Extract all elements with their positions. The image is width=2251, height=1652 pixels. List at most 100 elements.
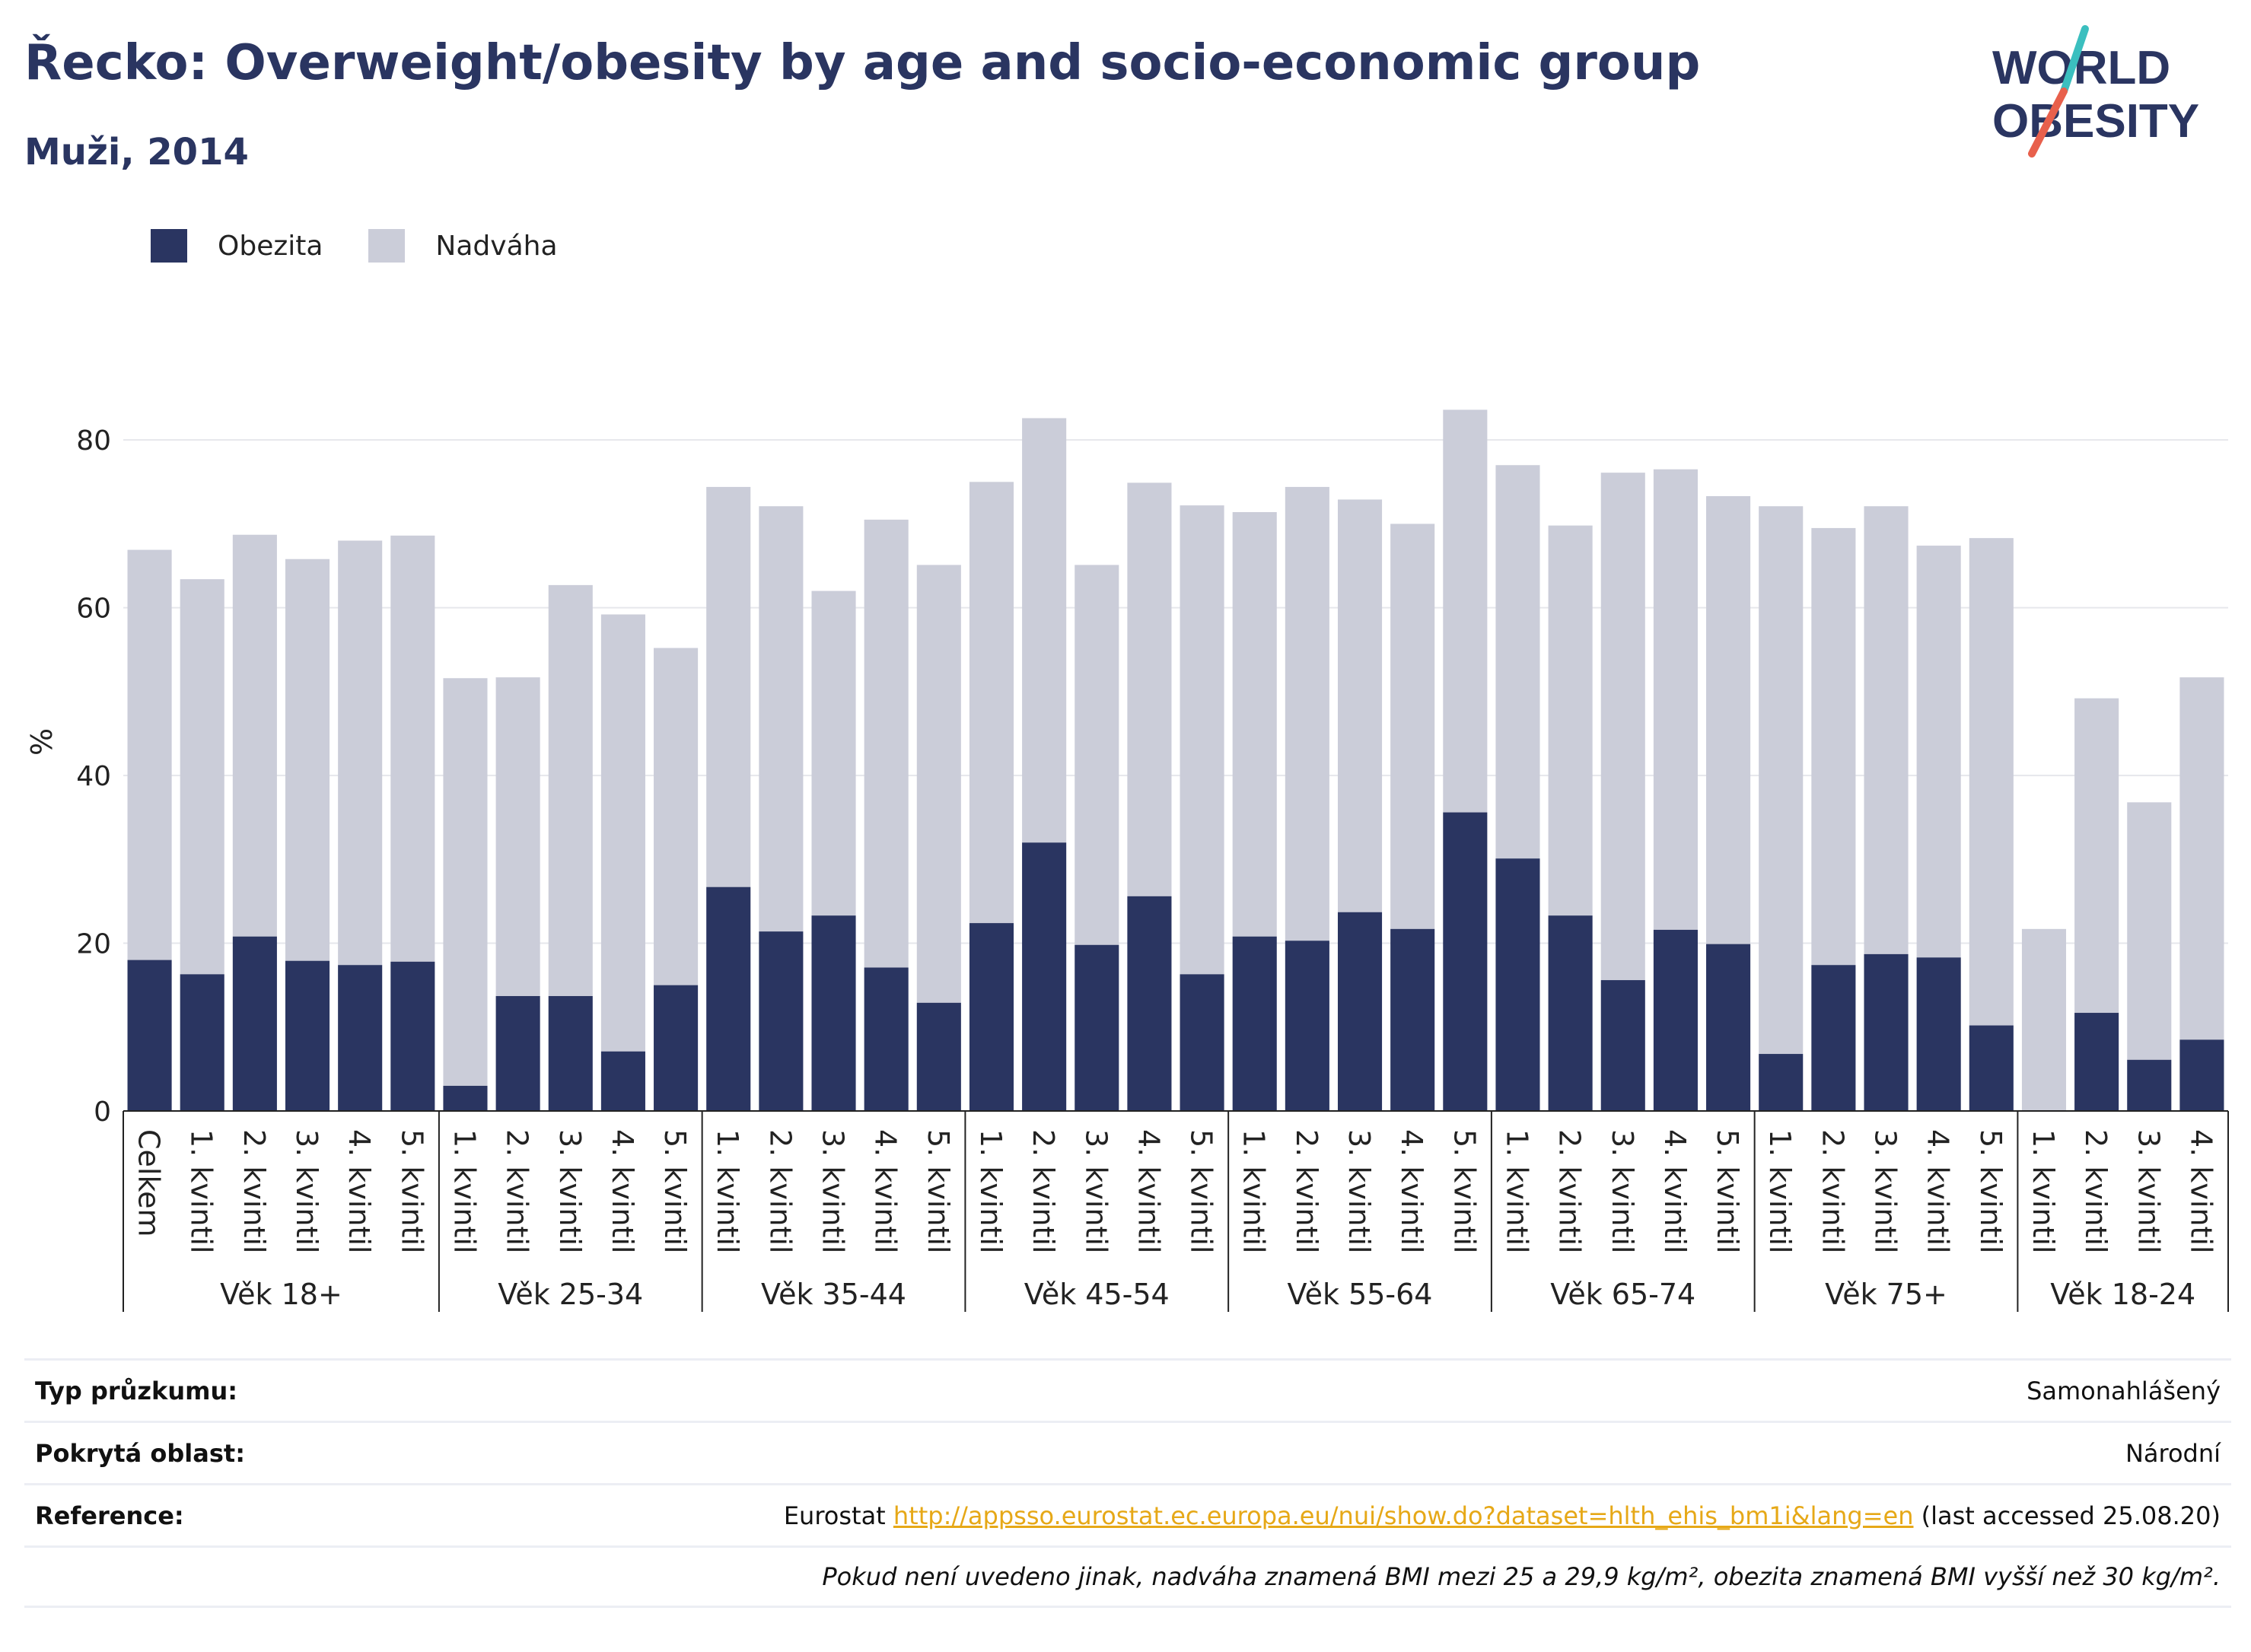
bar-obezita xyxy=(1548,915,1593,1111)
x-tick-label: 4. kvintil xyxy=(869,1129,903,1254)
x-tick-label: 5. kvintil xyxy=(1185,1129,1218,1254)
x-tick-label: 4. kvintil xyxy=(2184,1129,2218,1254)
bar-nadvaha xyxy=(1653,469,1698,930)
bar-nadvaha xyxy=(2074,698,2119,1014)
bar-nadvaha xyxy=(759,506,804,932)
x-tick-label: 5. kvintil xyxy=(922,1129,955,1254)
group-label: Věk 18-24 xyxy=(2050,1278,2195,1311)
x-tick-label: 2. kvintil xyxy=(501,1129,534,1254)
x-tick-label: 2. kvintil xyxy=(237,1129,271,1254)
bar-obezita xyxy=(1916,957,1961,1111)
bar-nadvaha xyxy=(811,590,856,916)
group-label: Věk 35-44 xyxy=(761,1278,906,1311)
x-tick-label: 1. kvintil xyxy=(1237,1129,1271,1254)
bar-nadvaha xyxy=(338,540,383,966)
stacked-bar-chart: 0 20 40 60 80% Celkem 1. kvintil 2. kvintil 3. k… xyxy=(25,409,2229,1312)
x-tick-label: 3. kvintil xyxy=(2132,1129,2165,1254)
bar-nadvaha xyxy=(1811,527,1856,966)
bar-nadvaha xyxy=(1337,499,1383,912)
bar-obezita xyxy=(1337,912,1383,1111)
bar-nadvaha xyxy=(1022,418,1067,843)
bar-nadvaha xyxy=(390,535,435,962)
legend-swatch-nadvaha xyxy=(368,229,406,263)
info-row-coverage: Pokrytá oblast: Národní xyxy=(24,1421,2231,1483)
x-tick-label: 5. kvintil xyxy=(1447,1129,1481,1254)
y-tick-label: 20 xyxy=(76,929,111,960)
reference-accessed: (last accessed 25.08.20) xyxy=(1921,1501,2221,1530)
definition-note: Pokud není uvedeno jinak, nadváha znamen… xyxy=(822,1562,2221,1591)
bar-nadvaha xyxy=(1600,473,1645,981)
bar-nadvaha xyxy=(1916,546,1961,958)
bar-nadvaha xyxy=(969,482,1014,924)
legend-item-obezita: Obezita xyxy=(151,229,323,263)
info-value-coverage: Národní xyxy=(2125,1438,2221,1468)
info-row-note: Pokud není uvedeno jinak, nadváha znamen… xyxy=(24,1545,2231,1608)
x-tick-label: 5. kvintil xyxy=(1974,1129,2007,1254)
bar-obezita xyxy=(1443,812,1488,1111)
info-row-reference: Reference: Eurostat http://appsso.eurost… xyxy=(24,1483,2231,1545)
bar-obezita xyxy=(1232,936,1277,1111)
bar-nadvaha xyxy=(1075,565,1119,945)
x-tick-label: Celkem xyxy=(132,1129,166,1237)
legend-label-nadvaha: Nadváha xyxy=(435,230,558,262)
bar-obezita xyxy=(1495,858,1540,1111)
x-tick-label: 2. kvintil xyxy=(2079,1129,2113,1254)
logo-slash-bottom-icon xyxy=(2028,88,2068,158)
bar-nadvaha xyxy=(1443,409,1488,813)
x-tick-label: 2. kvintil xyxy=(763,1129,797,1254)
reference-link[interactable]: http://appsso.eurostat.ec.europa.eu/nui/… xyxy=(893,1501,1914,1530)
bar-obezita xyxy=(1864,953,1909,1111)
bar-obezita xyxy=(864,967,909,1111)
group-label: Věk 75+ xyxy=(1825,1278,1947,1311)
bar-obezita xyxy=(1811,965,1856,1111)
bar-nadvaha xyxy=(600,614,645,1052)
y-axis-label: % xyxy=(25,728,59,756)
bar-nadvaha xyxy=(1864,506,1909,954)
info-table: Typ průzkumu: Samonahlášený Pokrytá obla… xyxy=(24,1358,2231,1608)
x-tick-label: 3. kvintil xyxy=(1079,1129,1113,1254)
bar-obezita xyxy=(1600,980,1645,1111)
bar-obezita xyxy=(969,923,1014,1111)
x-tick-label: 3. kvintil xyxy=(553,1129,587,1254)
bar-obezita xyxy=(232,936,277,1111)
info-label-coverage: Pokrytá oblast: xyxy=(35,1438,245,1468)
bar-obezita xyxy=(654,985,699,1111)
bar-nadvaha xyxy=(548,584,593,996)
bar-obezita xyxy=(548,995,593,1111)
x-tick-label: 1. kvintil xyxy=(1763,1129,1797,1254)
bar-obezita xyxy=(180,974,224,1111)
x-tick-label: 2. kvintil xyxy=(1553,1129,1587,1254)
bar-obezita xyxy=(916,1002,961,1111)
x-tick-label: 4. kvintil xyxy=(606,1129,639,1254)
x-tick-label: 2. kvintil xyxy=(1027,1129,1060,1254)
x-tick-label: 5. kvintil xyxy=(658,1129,692,1254)
x-tick-label: 4. kvintil xyxy=(1395,1129,1428,1254)
chart-legend: Obezita Nadváha xyxy=(151,227,603,265)
bar-nadvaha xyxy=(127,549,172,960)
info-label-reference: Reference: xyxy=(35,1501,184,1530)
x-tick-label: 3. kvintil xyxy=(1342,1129,1376,1254)
x-tick-label: 1. kvintil xyxy=(974,1129,1008,1254)
bar-nadvaha xyxy=(706,486,751,887)
y-tick-label: 0 xyxy=(94,1097,111,1128)
bar-obezita xyxy=(1390,928,1435,1111)
info-row-survey-type: Typ průzkumu: Samonahlášený xyxy=(24,1358,2231,1421)
bar-obezita xyxy=(1285,941,1329,1111)
x-tick-label: 3. kvintil xyxy=(817,1129,850,1254)
x-tick-label: 3. kvintil xyxy=(1606,1129,1639,1254)
bar-obezita xyxy=(338,965,383,1111)
logo-line-2: OBESITY xyxy=(1992,95,2199,148)
world-obesity-logo: WORLD OBESITY xyxy=(1992,25,2199,158)
bar-obezita xyxy=(1759,1054,1804,1111)
bar-nadvaha xyxy=(2179,677,2224,1040)
bar-obezita xyxy=(1075,944,1119,1111)
chart-subtitle: Muži, 2014 xyxy=(24,131,249,173)
x-tick-label: 2. kvintil xyxy=(1290,1129,1323,1254)
legend-item-nadvaha: Nadváha xyxy=(368,229,558,263)
bar-obezita xyxy=(600,1051,645,1111)
bar-nadvaha xyxy=(285,559,330,961)
x-tick-label: 4. kvintil xyxy=(1658,1129,1692,1254)
bar-nadvaha xyxy=(1969,538,2014,1026)
x-tick-label: 1. kvintil xyxy=(185,1129,218,1254)
group-label: Věk 18+ xyxy=(220,1278,342,1311)
